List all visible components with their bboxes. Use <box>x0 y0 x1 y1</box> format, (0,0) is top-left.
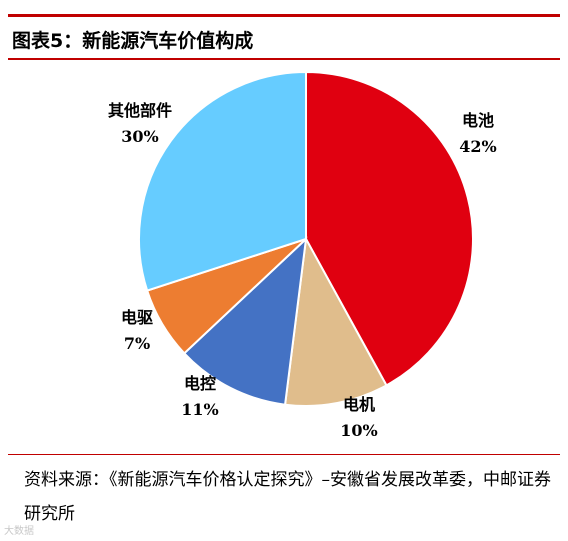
slice-value-label: 30% <box>121 127 158 146</box>
slice-category-label: 电机 <box>343 395 375 414</box>
pie-slice-4 <box>137 70 307 292</box>
watermark: 大数据 <box>4 526 34 537</box>
slice-category-label: 电驱 <box>121 308 153 327</box>
source-note: 资料来源：《新能源汽车价格认定探究》–安徽省发展改革委，中邮证券研究所 <box>24 470 551 524</box>
source-rule <box>8 454 560 455</box>
slice-category-label: 电控 <box>184 374 216 393</box>
slice-value-label: 10% <box>340 421 377 440</box>
top-rule <box>8 14 560 17</box>
slice-category-label: 其他部件 <box>108 101 172 120</box>
pie-slice-2 <box>182 236 308 406</box>
slice-category-label: 电池 <box>462 111 494 130</box>
slice-value-label: 42% <box>459 137 496 156</box>
slice-value-label: 11% <box>181 400 218 419</box>
pie-chart: 电池 42% 电机 10% 电控 11% 电驱 7% 其他部件 30% <box>0 60 568 452</box>
title-rule <box>8 58 560 60</box>
pie-slice-1 <box>283 235 388 407</box>
pie-chart-svg: 电池 42% 电机 10% 电控 11% 电驱 7% 其他部件 30% <box>108 70 497 440</box>
figure-title: 图表5：新能源汽车价值构成 <box>12 30 254 52</box>
slice-value-label: 7% <box>124 334 150 353</box>
pie-slice-0 <box>305 70 474 387</box>
